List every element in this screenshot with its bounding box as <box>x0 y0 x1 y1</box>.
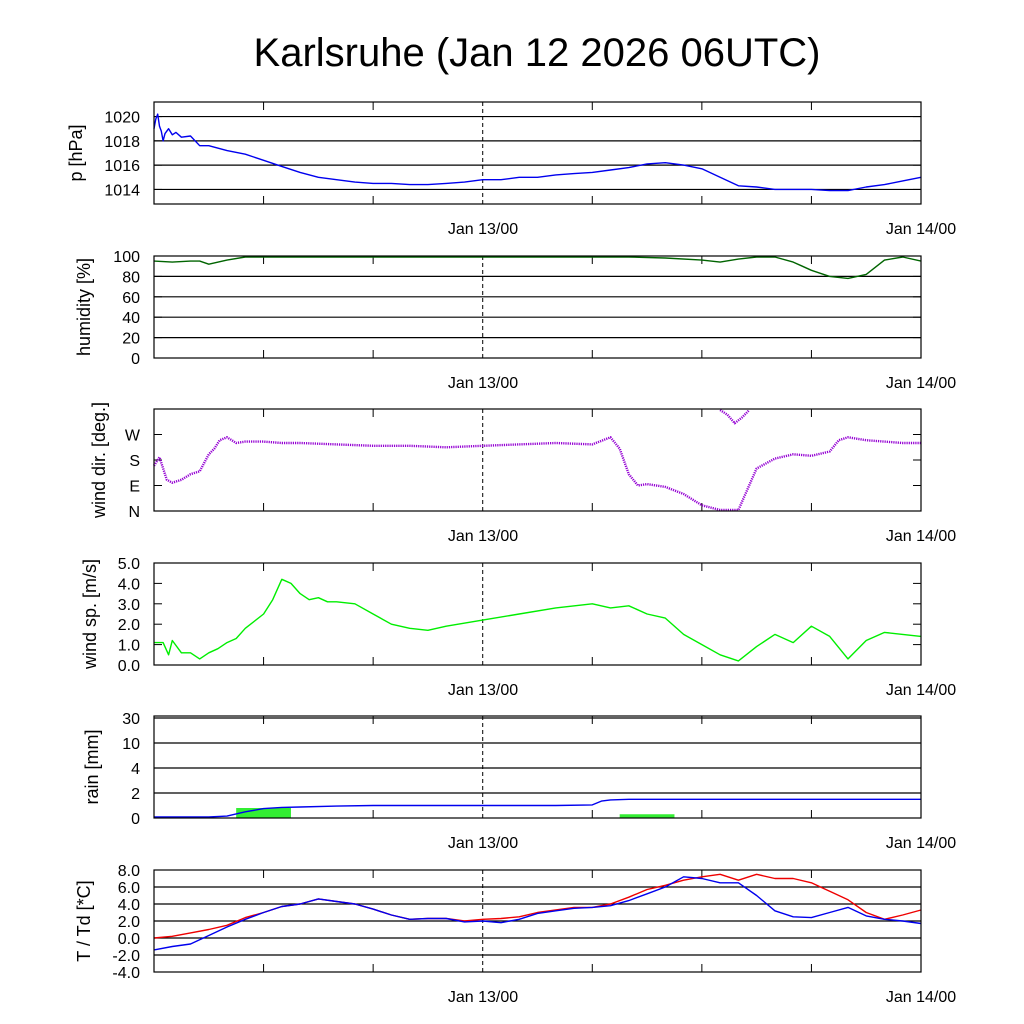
pressure-xtick-label: Jan 13/00 <box>448 221 518 238</box>
wind-direction-xtick-label: Jan 14/00 <box>886 528 956 545</box>
rain-ytick-label: 2 <box>131 786 140 803</box>
humidity-ytick-label: 60 <box>122 290 140 307</box>
wind-speed-xtick-label: Jan 13/00 <box>448 682 518 699</box>
wind-speed-xtick-label: Jan 14/00 <box>886 682 956 699</box>
humidity-xtick-label: Jan 13/00 <box>448 375 518 392</box>
pressure-ytick-label: 1014 <box>104 182 140 199</box>
wind-direction-series-line <box>719 408 751 425</box>
wind-speed-frame <box>153 562 922 666</box>
humidity-xtick-label: Jan 14/00 <box>886 375 956 392</box>
rain-ytick-label: 0 <box>131 811 140 828</box>
rain-bar <box>619 814 675 818</box>
rain-ytick-label: 30 <box>122 711 140 728</box>
wind-direction-ytick-label: W <box>125 428 141 445</box>
temperature-ytick-label: 6.0 <box>118 880 140 897</box>
rain-ytick-label: 4 <box>131 761 140 778</box>
wind-speed-ytick-label: 0.0 <box>118 658 140 675</box>
pressure-ytick-label: 1016 <box>104 158 140 175</box>
wind-direction-ytick-label: E <box>129 479 140 496</box>
wind-direction-ytick-label: N <box>128 504 140 521</box>
temperature-ytick-label: 8.0 <box>118 863 140 880</box>
pressure-ylabel: p [hPa] <box>66 124 86 181</box>
temperature-ylabel: T / Td [*C] <box>74 880 94 961</box>
rain-xtick-label: Jan 14/00 <box>886 835 956 852</box>
wind-direction-xtick-label: Jan 13/00 <box>448 528 518 545</box>
humidity-ytick-label: 100 <box>113 249 140 266</box>
wind-speed-ytick-label: 3.0 <box>118 597 140 614</box>
temperature-ytick-label: 2.0 <box>118 914 140 931</box>
rain-frame <box>153 715 922 819</box>
humidity-ytick-label: 40 <box>122 310 140 327</box>
humidity-ytick-label: 20 <box>122 331 140 348</box>
wind-speed-ylabel: wind sp. [m/s] <box>80 559 100 670</box>
temperature-ytick-label: -4.0 <box>112 965 140 982</box>
temperature-series-line <box>153 876 922 951</box>
wind-direction-ylabel: wind dir. [deg.] <box>89 402 109 519</box>
wind-speed-ytick-label: 2.0 <box>118 617 140 634</box>
wind-speed-ytick-label: 4.0 <box>118 576 140 593</box>
wind-speed-ytick-label: 5.0 <box>118 556 140 573</box>
wind-speed-series-line <box>154 578 922 662</box>
pressure-series-line <box>153 113 922 192</box>
temperature-xtick-label: Jan 14/00 <box>886 989 956 1006</box>
rain-xtick-label: Jan 13/00 <box>448 835 518 852</box>
wind-direction-series-line <box>152 436 921 512</box>
pressure-ytick-label: 1018 <box>104 134 140 151</box>
temperature-ytick-label: -2.0 <box>112 948 140 965</box>
rain-ytick-label: 10 <box>122 736 140 753</box>
humidity-panel: 0 20 40 60 80 100 humidity [%] Jan 13/00 Jan 14/… <box>74 249 956 392</box>
humidity-ytick-label: 0 <box>131 351 140 368</box>
humidity-ylabel: humidity [%] <box>74 258 94 356</box>
pressure-panel: 1014 1016 1018 1020 p [hPa] Jan 13/00 Jan 14/0… <box>66 101 956 238</box>
rain-ylabel: rain [mm] <box>82 729 102 804</box>
rain-bar <box>236 808 291 818</box>
temperature-panel: -4.0-2.00.02.04.06.08.0 T / Td [*C] Jan 13… <box>74 863 956 1006</box>
pressure-xtick-label: Jan 14/00 <box>886 221 956 238</box>
temperature-ytick-label: 0.0 <box>118 931 140 948</box>
rain-series-line <box>154 798 921 818</box>
temperature-frame <box>153 869 922 973</box>
humidity-series-line <box>153 256 922 280</box>
wind-speed-panel: 0.0 1.0 2.0 3.0 4.0 5.0 wind sp. [m/s] Jan 13/0… <box>80 556 956 699</box>
temperature-ytick-label: 4.0 <box>118 897 140 914</box>
chart-title: Karlsruhe (Jan 12 2026 06UTC) <box>254 31 821 75</box>
wind-direction-frame <box>153 408 922 512</box>
temperature-series-line <box>153 873 922 939</box>
humidity-ytick-label: 80 <box>122 269 140 286</box>
wind-speed-ytick-label: 1.0 <box>118 638 140 655</box>
humidity-frame <box>153 255 922 359</box>
pressure-ytick-label: 1020 <box>104 110 140 127</box>
pressure-frame <box>153 101 922 205</box>
temperature-xtick-label: Jan 13/00 <box>448 989 518 1006</box>
wind-direction-ytick-label: S <box>129 453 140 470</box>
rain-panel: 0 2 4 10 30 rain [mm] Jan 13/00 Jan 14/00 <box>82 711 956 852</box>
